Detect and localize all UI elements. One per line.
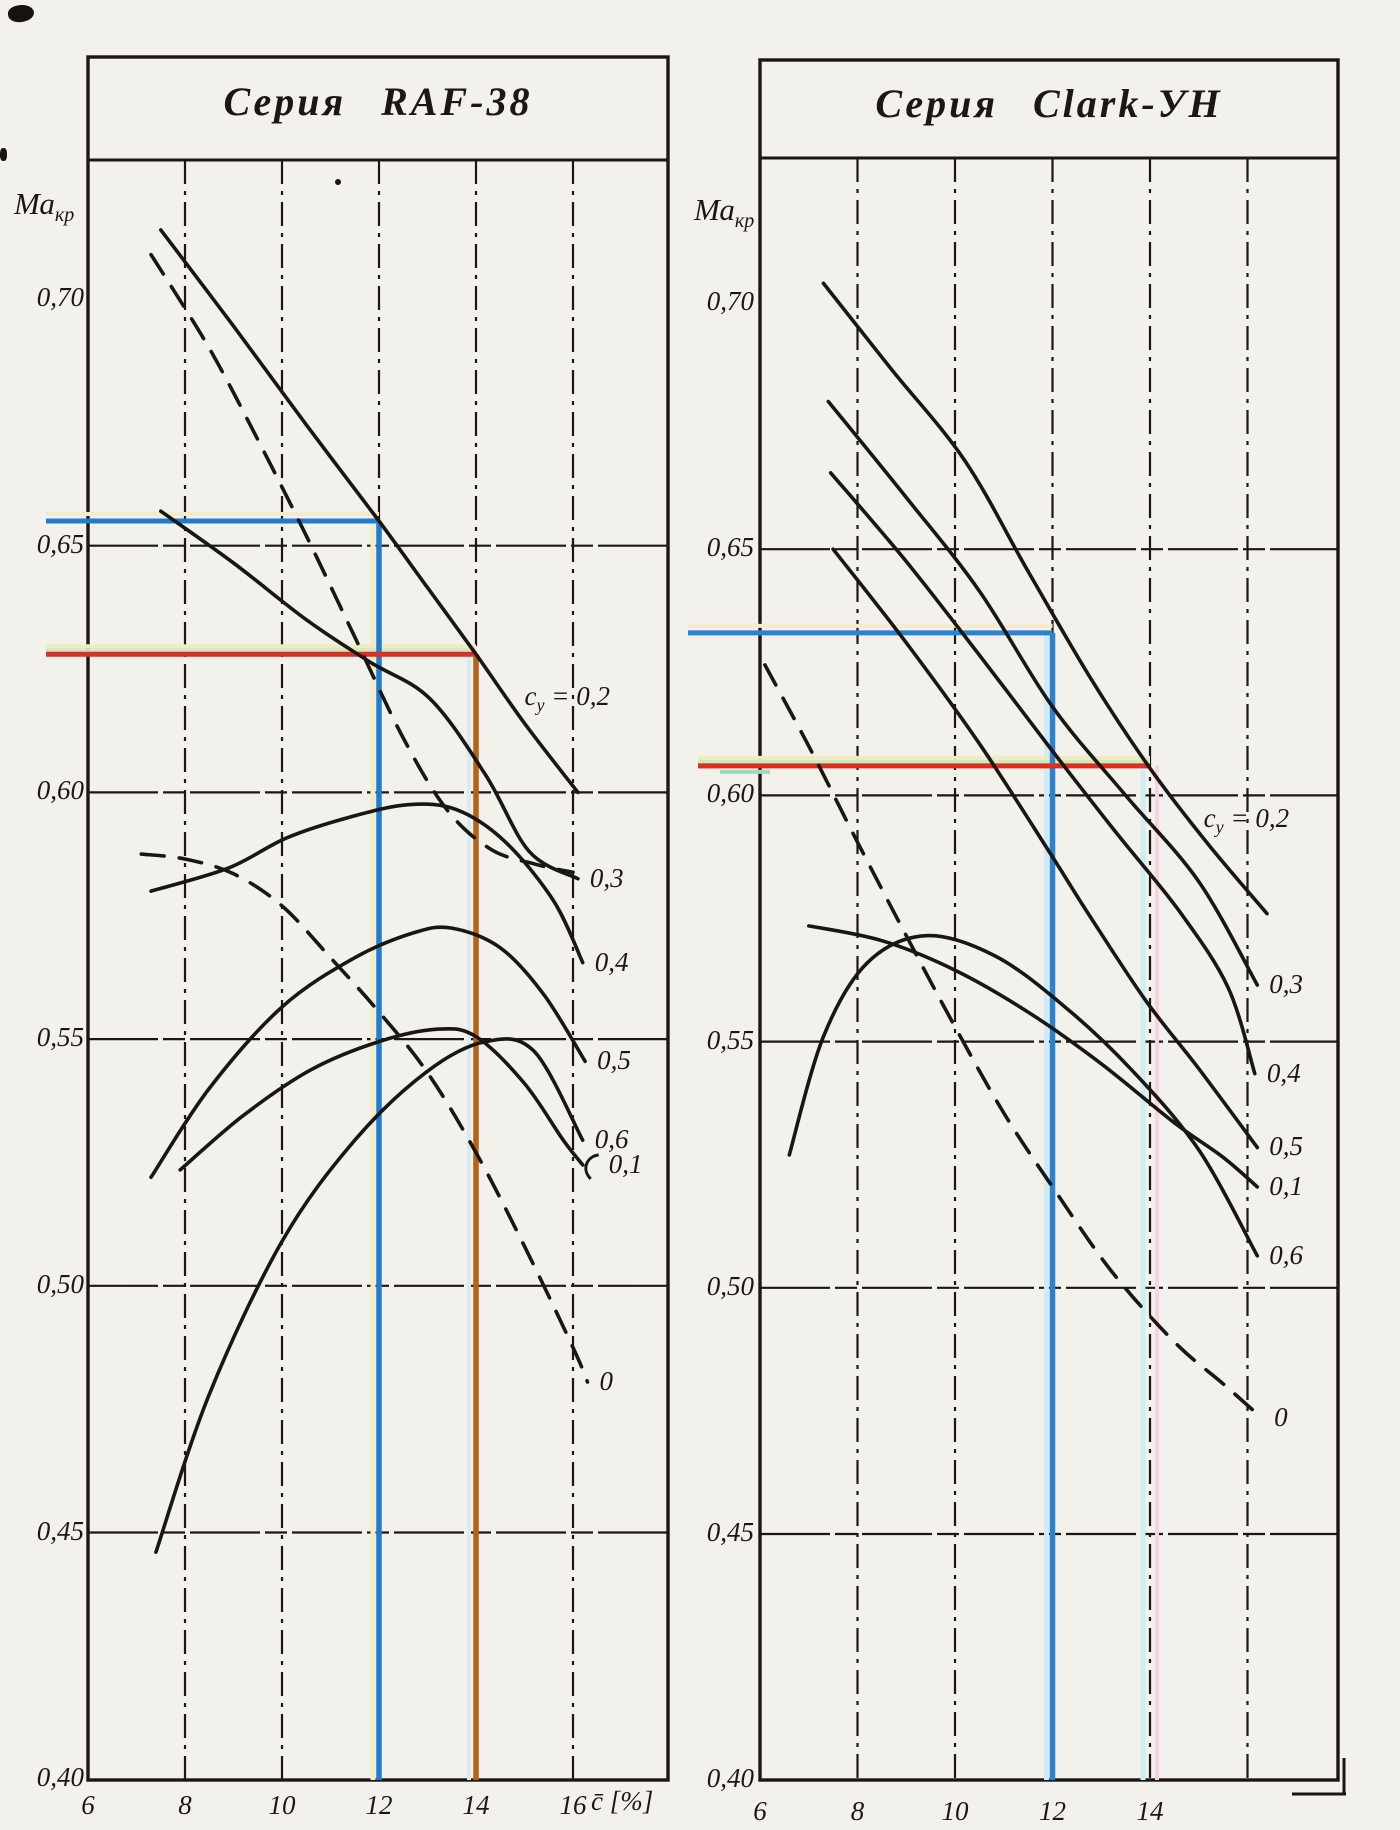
x-axis-unit-label: c̄ [%] [591,1786,654,1816]
x-tick-12: 12 [365,1790,393,1820]
y-axis-label-sub: кр [734,210,755,232]
curve-label-cy-0.1: 0,1 [608,1148,643,1179]
curve-label-cy-0.4: 0,4 [594,946,629,977]
curve-cy-0.2 [159,228,580,795]
curve-label-cy-0.5: 0,5 [597,1045,631,1076]
y-tick-0,65: 0,65 [706,532,754,563]
y-tick-0,60: 0,60 [706,778,754,809]
y-tick-0,55: 0,55 [36,1022,84,1053]
y-axis-label-clark: Макр [694,192,754,233]
curve-label-part: c [1203,802,1216,833]
curve-label-cy-0-dashed-: 0 [1274,1402,1288,1433]
curve-label-part: c [524,681,537,712]
y-tick-0,70: 0,70 [36,282,84,312]
y-tick-0,50: 0,50 [36,1268,84,1299]
curve-label-cy-0.2: cy = 0,2 [525,681,610,716]
curve-cy-0.6 [154,1037,585,1554]
curve-label-part: = 0,2 [544,681,610,712]
y-axis-label-raf38: Макр [14,186,74,227]
curve-label-cy-0-dashed-: 0 [599,1366,614,1396]
x-tick-8: 8 [850,1796,865,1826]
curve-cy-0.2 [821,281,1269,916]
curve-cy-0-dashed- [139,852,590,1384]
curve-label-cy-0.2: cy = 0,2 [1204,803,1289,838]
curve-label-part: y [536,695,545,716]
curve-cy-0.4 [149,802,585,965]
curve-label-cy-0.3: 0,3 [589,862,624,893]
curve-cy-0-dashed- [763,663,1264,1421]
x-tick-10: 10 [941,1796,969,1826]
x-tick-12: 12 [1039,1796,1066,1826]
curve-label-cy-0.6: 0,6 [594,1124,629,1155]
y-tick-0,60: 0,60 [36,775,84,806]
x-tick-6: 6 [81,1790,95,1820]
y-tick-0,55: 0,55 [706,1024,754,1055]
curve-label-cy-0.6: 0,6 [1269,1239,1303,1270]
curve-cy-0.5 [149,925,587,1180]
y-tick-0,40: 0,40 [36,1762,84,1793]
x-tick-16: 16 [559,1790,587,1820]
y-tick-0,45: 0,45 [706,1517,754,1547]
curve-label-cy-0.1: 0,1 [1269,1170,1303,1201]
curve-label-cy-0.4: 0,4 [1266,1057,1301,1088]
scan-speck [335,179,341,185]
curve-cy-0-upper-dashed- [149,252,575,875]
x-tick-10: 10 [268,1790,296,1820]
y-tick-0,45: 0,45 [36,1515,84,1546]
curve-cy-0.1 [807,924,1260,1189]
curve-cy-0.4 [828,471,1257,1076]
y-axis-label-main: Ма [14,186,55,221]
curve-cy-0.3 [159,509,580,881]
chart-title-raf38: Серия RAF-38 [223,79,533,124]
curve-label-part: = 0,2 [1223,802,1290,833]
scan-speck [0,148,7,161]
x-tick-14: 14 [1136,1796,1164,1826]
x-tick-14: 14 [462,1790,490,1820]
curve-cy-0.5 [831,547,1260,1150]
y-axis-label-sub: кр [54,204,75,226]
y-axis-label-main: Ма [694,192,735,227]
curve-cy-0.1 [178,1026,585,1172]
y-tick-0,65: 0,65 [36,528,84,559]
x-tick-8: 8 [178,1790,192,1820]
x-tick-6: 6 [753,1796,767,1826]
curve-cy-0.6 [787,933,1260,1258]
curve-label-cy-0.3: 0,3 [1269,968,1303,999]
y-tick-0,40: 0,40 [706,1763,754,1794]
chart-title-clark: Серия Clark-УН [875,81,1223,126]
y-tick-0,70: 0,70 [706,286,754,316]
curve-label-cy-0.5: 0,5 [1269,1131,1303,1162]
curve-cy-0.3 [826,399,1260,987]
curve-label-part: y [1215,816,1224,837]
y-tick-0,50: 0,50 [706,1270,754,1301]
